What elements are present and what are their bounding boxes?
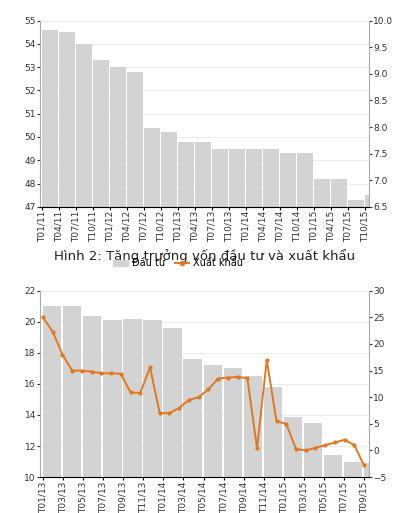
Legend: GDP, PMI: GDP, PMI — [119, 0, 211, 2]
Bar — [263, 149, 279, 207]
Bar — [42, 30, 58, 207]
Bar — [304, 423, 322, 477]
Bar — [143, 320, 162, 477]
Bar — [103, 320, 122, 477]
Bar — [298, 153, 313, 207]
Title: Hình 2: Tăng trưởng vốn đầu tư và xuất khẩu: Hình 2: Tăng trưởng vốn đầu tư và xuất k… — [54, 249, 355, 263]
Bar — [93, 60, 109, 207]
Bar — [348, 200, 364, 207]
Bar — [43, 306, 61, 477]
Bar — [76, 44, 92, 207]
Bar — [332, 179, 347, 207]
Bar — [110, 67, 126, 207]
Bar — [59, 32, 75, 207]
Bar — [314, 179, 330, 207]
Bar — [195, 142, 211, 207]
Bar — [244, 376, 262, 477]
Bar — [83, 315, 101, 477]
Bar — [280, 153, 296, 207]
Bar — [364, 463, 383, 477]
Bar — [184, 359, 202, 477]
Bar — [63, 306, 81, 477]
Bar — [324, 456, 342, 477]
Text: Nguồn: Markit, NBS: Nguồn: Markit, NBS — [154, 295, 255, 306]
Bar — [178, 142, 194, 207]
Legend: Đầu tư, Xuất khẩu: Đầu tư, Xuất khẩu — [109, 254, 247, 272]
Bar — [213, 149, 228, 207]
Bar — [127, 72, 143, 207]
Bar — [204, 365, 222, 477]
Bar — [264, 387, 282, 477]
Bar — [284, 417, 302, 477]
Bar — [229, 149, 245, 207]
Bar — [144, 128, 160, 207]
Bar — [246, 149, 262, 207]
Bar — [224, 368, 242, 477]
Bar — [344, 462, 363, 477]
Bar — [164, 328, 182, 477]
Bar — [161, 132, 177, 207]
Bar — [123, 319, 142, 477]
Bar — [365, 195, 381, 207]
